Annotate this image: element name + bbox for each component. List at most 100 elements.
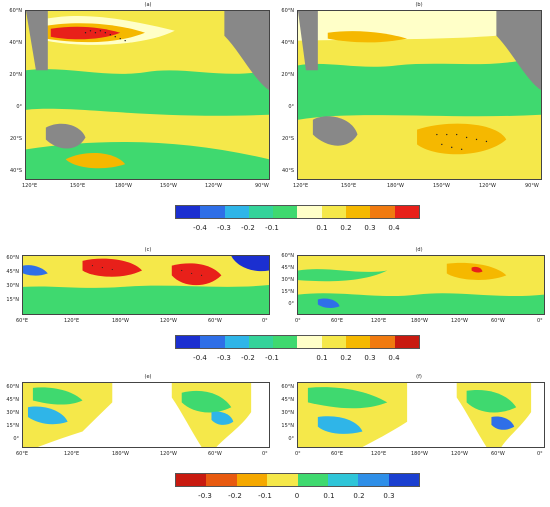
colorbar-swatch [176,336,201,348]
x-tick: 120°W [479,183,496,189]
colorbar-label: -0.1 [258,492,272,500]
map-b-svg [298,11,541,179]
colorbar-swatch [200,206,225,218]
colorbar-label: 0.1 [323,492,335,500]
x-tick: 60°W [208,451,222,457]
y-tick: 0° [16,104,22,110]
colorbar-1 [175,205,420,219]
colorbar-swatch [321,336,347,348]
y-tick: 60°N [281,384,294,390]
x-tick: 0° [262,318,268,324]
panel-label: (c) [144,247,152,253]
colorbar-label: -0.4 [193,224,207,232]
x-tick: 120°W [160,451,177,457]
y-tick: 30°N [281,410,294,416]
colorbar-swatch [358,474,389,486]
colorbar-label: 0.2 [340,354,352,362]
y-tick: 20°N [9,72,22,78]
colorbar-swatch [273,206,298,218]
x-tick: 150°W [160,183,177,189]
x-tick: 60°E [16,318,29,324]
map-c [22,255,270,315]
x-tick: 180°W [387,183,404,189]
x-tick: 120°W [205,183,222,189]
colorbar-label: -0.3 [198,492,212,500]
stipple-b [436,133,488,151]
y-tick: 60°N [6,384,19,390]
colorbar-label: 0.2 [353,492,365,500]
colorbar-swatch [206,474,237,486]
x-tick: 120°E [64,318,80,324]
map-b [297,10,542,180]
x-tick: 120°E [22,183,38,189]
x-tick: 0° [295,318,301,324]
colorbar-swatch [248,206,274,218]
panel-c: (c) 60°N 45°N 30°N 15°N 60°E 120°E 180°W… [0,245,275,330]
colorbar-label: 0 [294,492,300,500]
colorbar-swatch [346,206,371,218]
colorbar-swatch [267,474,298,486]
y-tick: 60°N [281,253,294,259]
x-tick: 90°W [525,183,539,189]
panel-f: (f) 60°N 45°N 30°N 15°N 0° 0° 60°E 120°E… [275,372,550,462]
colorbar-label: 0.3 [383,492,395,500]
x-tick: 60°W [208,318,222,324]
y-tick: 45°N [6,397,19,403]
y-tick: 0° [288,436,294,442]
map-a-svg [26,11,269,179]
x-tick: 60°W [491,318,505,324]
colorbar-label: -0.1 [265,224,279,232]
panel-e: (e) 60°N 45°N 30°N 15°N 0° 60°E 120°E 18… [0,372,275,462]
colorbar-label: 0.2 [340,224,352,232]
colorbar-swatch [200,336,225,348]
y-tick: 20°N [281,72,294,78]
x-tick: 120°E [371,451,387,457]
colorbar-swatch [236,474,268,486]
y-tick: 40°N [9,40,22,46]
colorbar-swatch [297,336,322,348]
x-tick: 90°W [255,183,269,189]
x-tick: 0° [537,318,543,324]
colorbar-label: -0.3 [217,224,231,232]
x-tick: 120°E [293,183,309,189]
y-tick: 15°N [281,289,294,295]
map-f [297,382,545,448]
colorbar-label: 0.3 [364,354,376,362]
colorbar-swatch [370,206,395,218]
colorbar-label: 0.4 [388,354,400,362]
colorbar-swatch [327,474,359,486]
colorbar-swatch [370,336,395,348]
y-tick: 0° [288,104,294,110]
map-e [22,382,270,448]
colorbar-label: -0.1 [265,354,279,362]
x-tick: 60°E [331,451,344,457]
colorbar-swatch [297,206,322,218]
x-tick: 120°W [451,318,468,324]
map-f-svg [298,383,544,447]
colorbar-label: 0.1 [316,224,328,232]
colorbar-label: -0.2 [241,224,255,232]
colorbar-swatch [273,336,298,348]
colorbar-2 [175,335,420,349]
x-tick: 60°W [491,451,505,457]
colorbar-swatch [224,206,249,218]
y-tick: 60°N [6,255,19,261]
x-tick: 0° [295,451,301,457]
panel-b: (b) 60°N 40°N 20°N 0° 20°S 40°S 120°E 15… [275,0,550,200]
colorbar-swatch [176,206,201,218]
colorbar-swatch [321,206,347,218]
x-tick: 150°W [433,183,450,189]
colorbar-swatch [394,206,419,218]
colorbar-label: 0.3 [364,224,376,232]
y-tick: 60°N [9,8,22,14]
x-tick: 60°E [331,318,344,324]
x-tick: 120°E [64,451,80,457]
y-tick: 30°N [6,283,19,289]
colorbar-label: 0.4 [388,224,400,232]
y-tick: 15°N [281,423,294,429]
colorbar-label: -0.3 [217,354,231,362]
panel-label: (e) [144,374,152,380]
y-tick: 45°N [6,269,19,275]
panel-label: (b) [415,2,423,8]
x-tick: 0° [262,451,268,457]
